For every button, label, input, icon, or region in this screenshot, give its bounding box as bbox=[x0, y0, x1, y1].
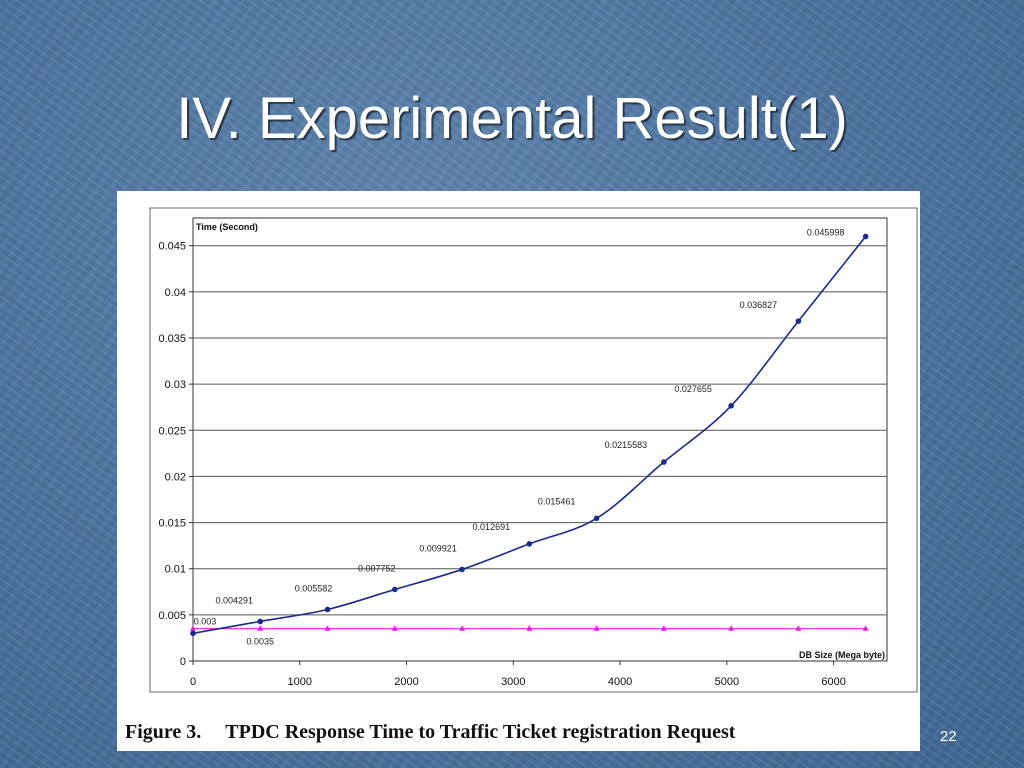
figure-caption-text: TPDC Response Time to Traffic Ticket reg… bbox=[225, 721, 736, 743]
x-tick-label: 3000 bbox=[501, 676, 525, 688]
figure-panel: 0 0.005 0.01 0.015 0.02 0.025 0.03 0.035 0.04 0.0… bbox=[117, 191, 920, 751]
y-tick-label: 0.01 bbox=[165, 564, 186, 576]
y-tick-label: 0.035 bbox=[158, 333, 186, 345]
series-2-marker bbox=[728, 625, 735, 631]
response-time-chart: 0 0.005 0.01 0.015 0.02 0.025 0.03 0.035 0.04 0.0… bbox=[149, 207, 918, 693]
series-1-marker bbox=[391, 586, 398, 593]
figure-caption: Figure 3. TPDC Response Time to Traffic T… bbox=[125, 721, 735, 744]
series-2-marker bbox=[660, 625, 667, 631]
x-tick-label: 1000 bbox=[288, 676, 312, 688]
y-tick-label: 0.025 bbox=[158, 425, 186, 437]
chart-series: 0.0035 0.003 0.004291 0.005582 0.007752 0.009… bbox=[190, 227, 869, 647]
plot-area bbox=[192, 217, 888, 662]
series-1-marker bbox=[526, 541, 533, 547]
data-label: 0.012691 bbox=[473, 522, 511, 532]
data-label: 0.003 bbox=[194, 616, 217, 626]
series-2-marker bbox=[324, 625, 331, 631]
data-label: 0.009921 bbox=[419, 543, 457, 553]
series-1-marker bbox=[728, 402, 734, 409]
series-2-marker bbox=[459, 625, 466, 631]
series-2-marker bbox=[862, 625, 869, 631]
data-label: 0.0035 bbox=[246, 637, 274, 647]
series-2-marker bbox=[526, 625, 533, 631]
x-tick-labels: 0 1000 2000 3000 4000 5000 6000 bbox=[190, 676, 846, 688]
y-tick-label: 0.04 bbox=[165, 287, 186, 299]
page-number: 22 bbox=[940, 728, 957, 745]
data-label: 0.007752 bbox=[358, 563, 396, 573]
y-tick-label: 0.02 bbox=[165, 471, 186, 483]
data-label: 0.045998 bbox=[807, 227, 845, 237]
series-2-marker bbox=[593, 625, 600, 631]
data-label: 0.027655 bbox=[674, 384, 712, 394]
data-label: 0.005582 bbox=[295, 583, 333, 593]
x-axis-title: DB Size (Mega byte) bbox=[799, 650, 885, 660]
series-2-marker bbox=[257, 625, 264, 631]
data-label: 0.0215583 bbox=[605, 440, 648, 450]
series-1-marker bbox=[324, 606, 331, 613]
x-tick-label: 2000 bbox=[394, 676, 418, 688]
data-label: 0.036827 bbox=[740, 300, 778, 310]
data-label: 0.015461 bbox=[538, 496, 576, 506]
series-1-marker bbox=[593, 515, 600, 522]
series-1-marker bbox=[795, 318, 802, 324]
series-1-marker bbox=[862, 233, 869, 240]
series-1-marker bbox=[257, 618, 264, 625]
x-tick-label: 4000 bbox=[608, 676, 632, 688]
y-tick-label: 0.015 bbox=[158, 518, 186, 530]
x-tick-label: 5000 bbox=[715, 676, 739, 688]
series-1-marker bbox=[459, 566, 465, 573]
slide-title: IV. Experimental Result(1) bbox=[176, 86, 848, 151]
series-1-line bbox=[192, 235, 867, 635]
y-axis-title: Time (Second) bbox=[196, 222, 258, 232]
series-2-marker bbox=[391, 625, 398, 631]
y-tick-label: 0.005 bbox=[158, 610, 186, 622]
series-2-marker bbox=[795, 625, 802, 631]
y-tick-label: 0 bbox=[180, 656, 186, 668]
y-tick-labels: 0 0.005 0.01 0.015 0.02 0.025 0.03 0.035 0.04 0.0… bbox=[158, 241, 186, 668]
chart-outer-frame bbox=[149, 207, 918, 693]
data-label: 0.004291 bbox=[215, 595, 253, 605]
y-tick-label: 0.045 bbox=[158, 241, 186, 253]
series-1-marker bbox=[661, 459, 667, 465]
series-1-marker bbox=[190, 630, 196, 637]
x-tick-label: 6000 bbox=[821, 676, 845, 688]
series-2-marker bbox=[190, 625, 196, 631]
grid-lines bbox=[189, 245, 887, 665]
x-tick-label: 0 bbox=[190, 676, 196, 688]
y-tick-label: 0.03 bbox=[165, 379, 186, 391]
figure-number: Figure 3. bbox=[125, 721, 202, 743]
